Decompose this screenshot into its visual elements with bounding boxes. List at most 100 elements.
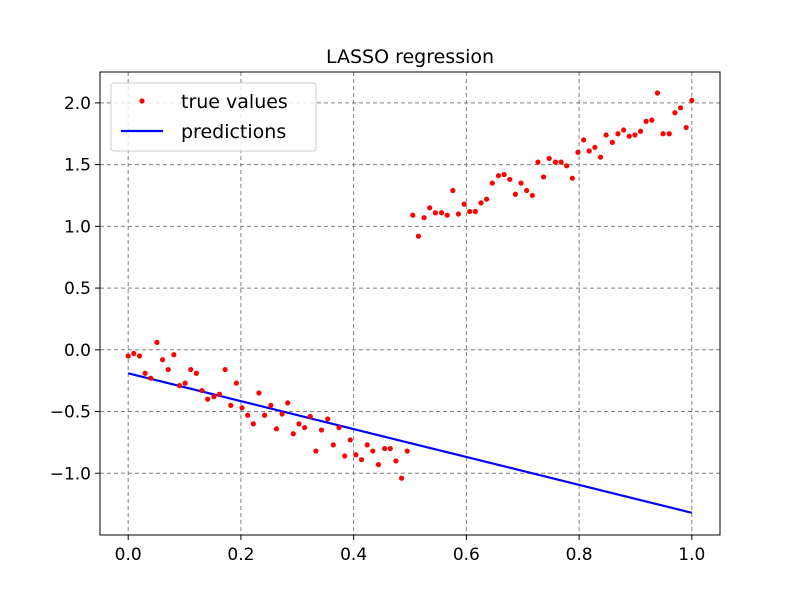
true-value-point (444, 212, 450, 218)
true-value-point (222, 366, 228, 373)
true-value-point (239, 405, 245, 411)
true-value-point (637, 128, 644, 134)
true-value-point (154, 339, 160, 345)
true-value-point (546, 155, 552, 162)
x-tick-label: 1.0 (678, 545, 705, 565)
true-value-point (615, 131, 621, 137)
true-value-point (375, 462, 382, 468)
true-value-point (586, 148, 592, 154)
legend: true values predictions (110, 82, 317, 152)
true-value-point (484, 196, 490, 202)
true-value-point (455, 211, 462, 217)
x-tick-label: 0.0 (115, 545, 142, 565)
true-value-point (415, 233, 422, 239)
true-value-point (564, 163, 570, 169)
true-value-point (358, 457, 365, 463)
chart-title: LASSO regression (326, 46, 494, 68)
true-value-point (683, 124, 689, 131)
true-value-point (148, 375, 154, 381)
true-value-point (660, 131, 666, 137)
true-value-point (529, 192, 535, 199)
true-value-point (666, 131, 672, 137)
true-value-point (592, 144, 598, 150)
true-value-point (421, 215, 427, 221)
true-value-point (524, 187, 530, 194)
true-value-point (256, 390, 262, 396)
true-value-point (393, 458, 399, 464)
true-value-point (626, 133, 632, 139)
true-value-point (336, 424, 342, 431)
true-value-point (472, 208, 478, 215)
true-value-point (296, 421, 302, 427)
true-value-point (643, 118, 649, 124)
true-value-point (347, 437, 353, 443)
x-tick-label: 0.8 (566, 545, 593, 565)
true-value-point (279, 411, 285, 417)
true-value-point (654, 90, 661, 96)
true-value-point (569, 175, 575, 181)
true-value-point (632, 132, 638, 138)
true-value-point (211, 394, 217, 400)
true-value-point (302, 424, 308, 431)
legend-box (110, 82, 317, 152)
true-value-point (512, 191, 519, 197)
true-value-point (404, 448, 410, 454)
true-value-point (507, 176, 513, 183)
true-value-point (370, 448, 376, 454)
x-axis: 0.0 0.2 0.4 0.6 0.8 1.0 (115, 535, 705, 565)
true-value-point (142, 370, 148, 376)
true-value-point (273, 426, 280, 432)
y-tick-label: 1.5 (64, 156, 91, 176)
plot-frame (99, 71, 721, 536)
true-value-point (182, 380, 188, 386)
true-value-point (285, 400, 291, 406)
true-value-point (540, 174, 547, 180)
true-value-point (597, 154, 604, 160)
true-value-point (176, 383, 183, 389)
x-tick-label: 0.2 (227, 545, 254, 565)
true-value-point (307, 413, 313, 420)
true-value-point (330, 442, 336, 448)
true-value-point (193, 370, 199, 376)
true-value-point (325, 416, 331, 422)
true-value-point (609, 139, 615, 145)
true-value-point (313, 448, 319, 454)
true-value-point (621, 127, 627, 133)
y-tick-label: 0.5 (64, 279, 91, 299)
true-value-point (171, 352, 177, 358)
true-value-point (672, 110, 678, 116)
legend-marker-true-values (139, 98, 145, 104)
true-values-series (125, 90, 695, 481)
y-tick-label: 2.0 (64, 94, 91, 114)
true-value-point (342, 453, 348, 459)
true-value-point (136, 353, 143, 359)
true-value-point (427, 205, 433, 211)
true-value-point (250, 421, 256, 427)
true-value-point (677, 105, 684, 111)
true-value-point (438, 210, 445, 216)
y-axis: −1.0 −0.5 0.0 0.5 1.0 1.5 2.0 (50, 94, 100, 484)
y-tick-label: 1.0 (64, 217, 91, 237)
legend-label-predictions: predictions (181, 121, 286, 143)
true-value-point (387, 445, 393, 452)
true-value-point (353, 452, 359, 458)
true-value-point (450, 187, 456, 194)
true-value-point (364, 442, 370, 448)
true-value-point (228, 402, 234, 408)
true-value-point (410, 212, 416, 218)
true-value-point (467, 208, 473, 215)
true-value-point (159, 357, 166, 363)
true-value-point (649, 117, 655, 123)
true-value-point (165, 366, 171, 373)
true-value-point (495, 173, 502, 179)
true-value-point (478, 200, 484, 206)
true-value-point (199, 387, 205, 394)
true-value-point (245, 412, 251, 418)
true-value-point (382, 445, 388, 452)
true-value-point (233, 380, 239, 386)
true-value-point (501, 171, 507, 178)
true-value-point (558, 159, 564, 165)
true-value-point (261, 412, 268, 418)
true-value-point (216, 391, 223, 397)
